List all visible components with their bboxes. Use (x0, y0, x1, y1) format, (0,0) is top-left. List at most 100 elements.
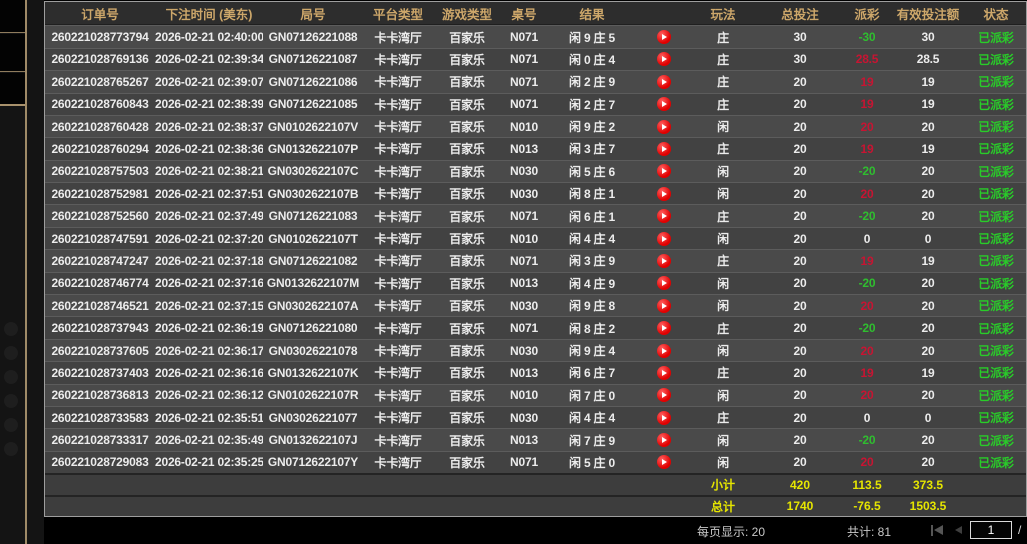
table-number-cell: N010 (510, 119, 538, 134)
total-bet-cell: 20 (793, 455, 807, 470)
background-artifact (4, 370, 18, 384)
game-type-cell: 百家乐 (449, 433, 485, 448)
bet-time-cell: 2026-02-21 02:35:49 (155, 433, 263, 448)
valid-bet-cell: 30 (921, 30, 935, 45)
table-row: 260221028746774 2026-02-21 02:37:16 GN01… (45, 271, 1026, 295)
table-number-cell: N010 (510, 388, 538, 403)
replay-play-icon[interactable] (656, 141, 671, 156)
order-number-cell: 260221028752981 (51, 186, 149, 201)
payout-cell: -20 (858, 433, 876, 448)
payout-cell: 19 (860, 253, 874, 268)
replay-play-icon[interactable] (656, 410, 671, 425)
replay-play-icon[interactable] (656, 74, 671, 89)
bet-time-cell: 2026-02-21 02:36:19 (155, 321, 263, 336)
replay-play-icon[interactable] (656, 164, 671, 179)
bet-time-cell: 2026-02-21 02:37:16 (155, 276, 263, 291)
order-number-cell: 260221028765267 (51, 74, 149, 89)
replay-play-icon[interactable] (656, 253, 671, 268)
order-number-cell: 260221028737943 (51, 321, 149, 336)
background-artifact (0, 0, 25, 33)
replay-play-icon[interactable] (656, 276, 671, 291)
valid-bet-cell: 19 (921, 97, 935, 112)
payout-cell: 28.5 (855, 52, 879, 67)
valid-bet-cell: 20 (921, 321, 935, 336)
table-row: 260221028769136 2026-02-21 02:39:34 GN07… (45, 47, 1026, 71)
round-number-cell: GN0102622107V (267, 119, 359, 134)
table-row: 260221028737943 2026-02-21 02:36:19 GN07… (45, 316, 1026, 339)
replay-play-icon[interactable] (656, 321, 671, 336)
status-badge: 已派彩 (978, 344, 1014, 358)
col-header-round-number: 局号 (300, 7, 326, 22)
status-badge: 已派彩 (978, 321, 1014, 336)
replay-play-icon[interactable] (656, 388, 671, 403)
grand-total-valid-bet: 1503.5 (909, 499, 947, 514)
table-row: 260221028773794 2026-02-21 02:40:00 GN07… (45, 25, 1026, 48)
result-cell: 闲 8 庄 2 (547, 320, 690, 337)
replay-play-icon[interactable] (656, 231, 671, 246)
replay-play-icon[interactable] (656, 52, 671, 67)
order-number-cell: 260221028729083 (51, 455, 149, 470)
payout-cell: 19 (860, 97, 874, 112)
table-number-cell: N030 (510, 343, 538, 358)
play-type-cell: 闲 (717, 232, 729, 247)
game-type-cell: 百家乐 (449, 209, 485, 224)
order-number-cell: 260221028746521 (51, 298, 149, 313)
round-number-cell: GN0302622107A (267, 298, 359, 313)
table-row: 260221028752560 2026-02-21 02:37:49 GN07… (45, 204, 1026, 227)
round-number-cell: GN03026221078 (268, 343, 358, 358)
table-number-cell: N071 (510, 97, 538, 112)
replay-play-icon[interactable] (656, 455, 671, 470)
replay-play-icon[interactable] (656, 365, 671, 380)
background-artifact (4, 394, 18, 408)
result-cell: 闲 2 庄 9 (547, 73, 690, 90)
valid-bet-cell: 20 (921, 119, 935, 134)
status-badge: 已派彩 (978, 164, 1014, 179)
previous-page-icon[interactable] (955, 526, 962, 534)
total-count-label: 共计: 81 (847, 525, 892, 539)
replay-play-icon[interactable] (656, 209, 671, 224)
replay-play-icon[interactable] (656, 119, 671, 134)
bet-time-cell: 2026-02-21 02:36:12 (155, 388, 263, 403)
replay-play-icon[interactable] (656, 343, 671, 358)
replay-play-icon[interactable] (656, 186, 671, 201)
play-type-cell: 闲 (717, 299, 729, 314)
bet-time-cell: 2026-02-21 02:36:17 (155, 343, 263, 358)
table-row: 260221028760843 2026-02-21 02:38:39 GN07… (45, 92, 1026, 115)
col-header-status: 状态 (983, 7, 1009, 22)
platform-type-cell: 卡卡湾厅 (374, 120, 422, 135)
replay-play-icon[interactable] (656, 30, 671, 45)
platform-type-cell: 卡卡湾厅 (374, 366, 422, 381)
total-bet-cell: 20 (793, 164, 807, 179)
table-row: 260221028757503 2026-02-21 02:38:21 GN03… (45, 159, 1026, 183)
order-number-cell: 260221028733317 (51, 433, 149, 448)
round-number-cell: GN07126221080 (268, 321, 358, 336)
order-number-cell: 260221028747591 (51, 231, 149, 246)
col-header-result: 结果 (579, 7, 605, 22)
play-type-cell: 庄 (717, 142, 729, 157)
game-type-cell: 百家乐 (449, 232, 485, 247)
page-number-input[interactable] (970, 521, 1012, 539)
bet-time-cell: 2026-02-21 02:37:18 (155, 253, 263, 268)
replay-play-icon[interactable] (656, 97, 671, 112)
replay-play-icon[interactable] (656, 298, 671, 313)
game-type-cell: 百家乐 (449, 276, 485, 291)
replay-play-icon[interactable] (656, 433, 671, 448)
order-number-cell: 260221028746774 (51, 276, 149, 291)
payout-cell: -20 (858, 276, 876, 291)
first-page-icon[interactable] (931, 525, 945, 536)
table-number-cell: N071 (510, 30, 538, 45)
round-number-cell: GN07126221086 (268, 74, 358, 89)
order-number-cell: 260221028769136 (51, 52, 149, 67)
total-bet-cell: 20 (793, 141, 807, 156)
table-number-cell: N071 (510, 74, 538, 89)
round-number-cell: GN0102622107T (268, 231, 358, 246)
background-left-strip (0, 0, 44, 544)
valid-bet-cell: 19 (921, 141, 935, 156)
table-header-row: 订单号 下注时间 (美东) 局号 平台类型 游戏类型 桌号 结果 玩法 总投注 … (45, 2, 1026, 26)
round-number-cell: GN0302622107C (267, 164, 359, 179)
table-row: 260221028733583 2026-02-21 02:35:51 GN03… (45, 405, 1026, 429)
table-number-cell: N071 (510, 321, 538, 336)
order-number-cell: 260221028733583 (51, 410, 149, 425)
table-number-cell: N030 (510, 164, 538, 179)
game-type-cell: 百家乐 (449, 187, 485, 202)
